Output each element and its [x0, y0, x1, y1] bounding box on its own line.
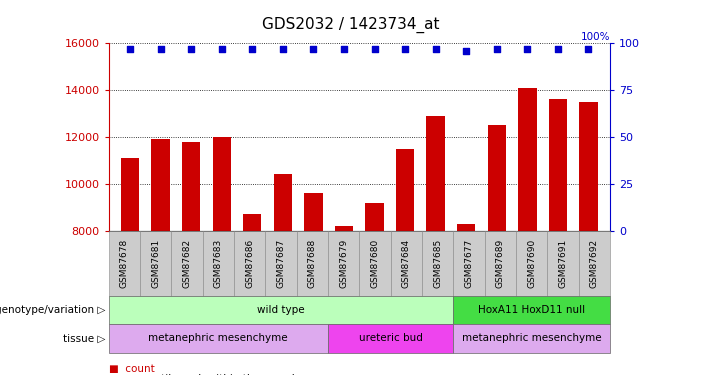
Point — [461, 48, 472, 54]
Text: tissue ▷: tissue ▷ — [63, 333, 105, 344]
Text: GSM87681: GSM87681 — [151, 239, 160, 288]
Text: GSM87684: GSM87684 — [402, 239, 411, 288]
Point — [583, 46, 594, 52]
Bar — [121, 158, 139, 375]
Point — [522, 46, 533, 52]
Text: 100%: 100% — [580, 32, 610, 42]
Text: GSM87677: GSM87677 — [464, 239, 473, 288]
Text: metanephric mesenchyme: metanephric mesenchyme — [462, 333, 601, 344]
Point — [125, 46, 136, 52]
Text: HoxA11 HoxD11 null: HoxA11 HoxD11 null — [478, 305, 585, 315]
Text: wild type: wild type — [257, 305, 305, 315]
Point — [552, 46, 564, 52]
Point — [400, 46, 411, 52]
Point — [491, 46, 503, 52]
Bar — [335, 226, 353, 375]
Bar — [518, 88, 536, 375]
Text: GSM87685: GSM87685 — [433, 239, 442, 288]
Text: GSM87679: GSM87679 — [339, 239, 348, 288]
Bar — [579, 102, 598, 375]
Point — [247, 46, 258, 52]
Text: GSM87688: GSM87688 — [308, 239, 317, 288]
Point — [369, 46, 380, 52]
Text: GSM87691: GSM87691 — [559, 239, 567, 288]
Text: GSM87692: GSM87692 — [590, 239, 599, 288]
Text: GSM87682: GSM87682 — [182, 239, 191, 288]
Text: ■: ■ — [109, 374, 118, 375]
Bar — [426, 116, 445, 375]
Bar — [396, 148, 414, 375]
Bar — [488, 125, 506, 375]
Point — [278, 46, 289, 52]
Text: ureteric bud: ureteric bud — [359, 333, 423, 344]
Text: ■  count: ■ count — [109, 364, 154, 374]
Text: GSM87690: GSM87690 — [527, 239, 536, 288]
Point — [155, 46, 166, 52]
Text: GSM87686: GSM87686 — [245, 239, 254, 288]
Bar — [243, 214, 261, 375]
Point — [308, 46, 319, 52]
Bar — [549, 99, 567, 375]
Text: metanephric mesenchyme: metanephric mesenchyme — [149, 333, 288, 344]
Text: ■  percentile rank within the sample: ■ percentile rank within the sample — [109, 374, 301, 375]
Point — [430, 46, 441, 52]
Bar — [273, 174, 292, 375]
Text: genotype/variation ▷: genotype/variation ▷ — [0, 305, 105, 315]
Text: GSM87687: GSM87687 — [276, 239, 285, 288]
Point — [186, 46, 197, 52]
Bar — [212, 137, 231, 375]
Bar — [151, 139, 170, 375]
Text: GSM87680: GSM87680 — [370, 239, 379, 288]
Text: GSM87683: GSM87683 — [214, 239, 223, 288]
Bar — [457, 224, 475, 375]
Bar — [365, 202, 383, 375]
Text: GDS2032 / 1423734_at: GDS2032 / 1423734_at — [261, 17, 440, 33]
Text: GSM87689: GSM87689 — [496, 239, 505, 288]
Point — [339, 46, 350, 52]
Point — [216, 46, 227, 52]
Text: GSM87678: GSM87678 — [120, 239, 129, 288]
Bar — [182, 142, 200, 375]
Bar — [304, 193, 322, 375]
